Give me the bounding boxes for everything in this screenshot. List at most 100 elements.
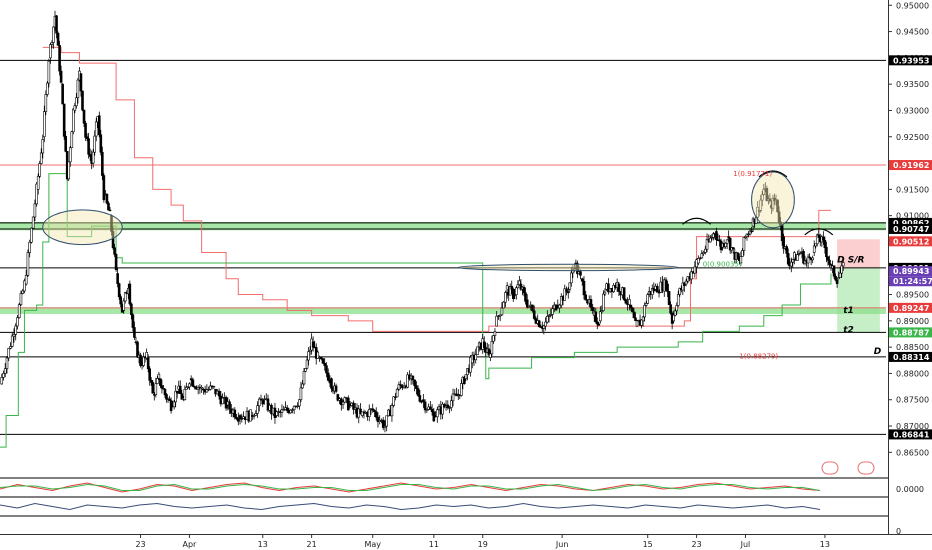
annotation-layer: D S/R t1 t2 D 1(0.91771) 0(0.90035) 1(0.88279)	[703, 170, 882, 361]
candle-body	[102, 175, 106, 201]
candle-body	[68, 147, 72, 163]
price-tag-label: 0.89943	[893, 267, 929, 276]
candle-body	[145, 352, 148, 359]
price-tag-label: 0.90862	[893, 219, 929, 228]
price-tag-label: 0.93953	[893, 56, 929, 65]
candle-body	[632, 311, 636, 319]
osc-axis-label: 0.0000	[896, 485, 924, 494]
price-tag	[889, 351, 932, 362]
candle-body	[756, 206, 759, 218]
candle-body	[597, 323, 601, 326]
candle-body	[28, 241, 31, 253]
candle-body	[745, 233, 749, 237]
price-tick-label: 0.87500	[896, 396, 929, 405]
candle-body	[191, 379, 195, 387]
time-tick-label: Jul	[740, 540, 751, 549]
time-axis[interactable]: 23 Apr 13 21 May 11 19 Jun 15 23 Jul 13	[135, 534, 830, 549]
time-tick-label: Apr	[182, 540, 197, 549]
candle-body	[385, 415, 388, 427]
candle-body	[776, 199, 779, 213]
candle-body	[837, 277, 840, 280]
candle-body	[791, 258, 795, 263]
price-tag	[889, 55, 932, 66]
time-tick-label: 11	[429, 540, 439, 549]
candle-body	[825, 246, 828, 258]
chart-annotation: t1	[843, 306, 854, 316]
candle-body	[697, 258, 700, 264]
candle-body	[259, 398, 263, 401]
candle-body	[498, 314, 502, 317]
indicator-badge[interactable]	[857, 461, 875, 475]
candle-body	[617, 283, 621, 292]
candle-body	[367, 409, 371, 417]
candle-body	[275, 411, 279, 416]
candle-body	[113, 247, 116, 255]
candle-body	[64, 136, 67, 152]
candle-body	[330, 378, 333, 389]
time-tick-label: 13	[258, 540, 268, 549]
candle-body	[84, 122, 87, 138]
candle-body	[565, 288, 568, 293]
time-tick-label: 21	[307, 540, 317, 549]
candle-body	[316, 351, 320, 359]
candle-body	[178, 385, 182, 394]
candle-body	[38, 163, 42, 177]
price-tick-label: 0.93500	[896, 80, 929, 89]
candle-body	[209, 385, 212, 390]
candle-body	[712, 233, 715, 238]
candle-body	[87, 138, 90, 155]
time-tick-label: 19	[478, 540, 488, 549]
candle-body	[422, 399, 425, 403]
candle-body	[591, 307, 595, 311]
candle-body	[299, 387, 303, 401]
candle-body	[463, 376, 466, 384]
time-tick-label: Jun	[555, 540, 569, 549]
candle-body	[23, 280, 26, 292]
candle-body	[430, 409, 434, 413]
candle-body	[325, 365, 328, 374]
price-tag-label: 0.86841	[893, 430, 930, 439]
candle-body	[85, 136, 89, 139]
candle-body	[622, 287, 626, 300]
candle-body	[334, 385, 338, 392]
candle-body	[666, 283, 669, 292]
pattern-arc	[682, 217, 711, 225]
oscillator-2	[0, 502, 821, 511]
candle-body	[217, 390, 221, 397]
candle-body	[42, 111, 46, 138]
candle-body	[33, 203, 37, 218]
candle-body	[806, 256, 810, 264]
candle-body	[399, 384, 402, 387]
indicator-badge[interactable]	[821, 461, 839, 475]
candle-body	[123, 292, 127, 302]
candle-body	[510, 286, 514, 290]
candle-body	[759, 199, 763, 211]
oscillator-1-line	[0, 483, 821, 492]
candle-body	[684, 280, 688, 285]
candle-body	[652, 288, 656, 292]
candle-body	[710, 237, 714, 239]
candle-body	[321, 358, 325, 364]
candle-body	[7, 348, 11, 359]
candle-body	[186, 386, 190, 389]
candle-body	[568, 282, 572, 290]
highlight-ellipse	[751, 171, 795, 229]
highlight-ellipse	[457, 263, 679, 272]
candle-body	[762, 188, 766, 195]
price-tick-label: 0.86500	[896, 448, 929, 457]
candle-body	[0, 377, 4, 385]
candle-body	[163, 388, 167, 396]
candle-body	[3, 368, 7, 374]
candle-body	[672, 314, 675, 322]
highlight-ellipse	[42, 209, 123, 246]
candle-body	[840, 265, 844, 274]
price-tick-label: 0.92500	[896, 133, 929, 142]
candle-body	[205, 389, 209, 393]
candle-body	[26, 252, 30, 276]
candle-body	[667, 291, 671, 305]
candle-body	[266, 398, 270, 411]
price-tick-label: 0.91500	[896, 185, 929, 194]
candle-body	[551, 308, 554, 315]
candle-body	[546, 315, 549, 323]
chart-annotation: 0(0.90035)	[703, 261, 742, 269]
